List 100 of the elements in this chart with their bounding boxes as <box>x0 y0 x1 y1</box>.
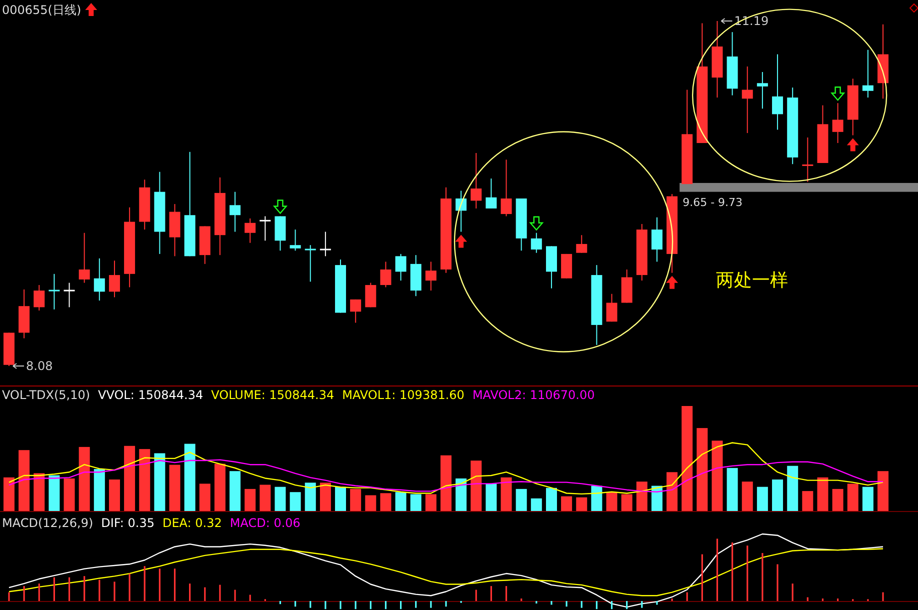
bar <box>787 466 798 511</box>
bar <box>18 450 30 511</box>
bar <box>561 496 572 511</box>
series-label: DIF: 0.35 <box>101 516 154 530</box>
candlestick <box>260 216 271 242</box>
bar <box>335 486 346 511</box>
candlestick <box>290 229 301 252</box>
bar <box>244 488 256 511</box>
candlestick <box>756 72 768 110</box>
bar <box>606 492 618 511</box>
bar <box>591 486 602 511</box>
bar <box>199 484 210 511</box>
bar <box>64 478 75 511</box>
bar <box>636 482 648 511</box>
candlestick <box>48 273 60 310</box>
bar <box>756 486 768 511</box>
bar <box>425 494 436 511</box>
bar <box>380 493 392 511</box>
bar <box>486 484 497 511</box>
bar <box>847 484 858 511</box>
candlestick <box>862 49 874 98</box>
chart-title: MACD(12,26,9) <box>2 516 94 530</box>
text: MACD: 0.06 <box>230 516 300 530</box>
bar <box>802 491 814 511</box>
bar <box>94 469 105 511</box>
bar <box>320 482 331 511</box>
candlestick <box>365 282 376 308</box>
candlestick <box>380 261 392 288</box>
candlestick <box>742 66 753 134</box>
candlestick <box>350 298 362 324</box>
bar <box>832 488 844 511</box>
bar <box>365 495 376 511</box>
bar <box>666 472 678 511</box>
bar <box>862 486 874 511</box>
bar <box>530 498 542 511</box>
bar <box>576 497 588 511</box>
candlestick <box>802 136 814 182</box>
candlestick <box>470 152 482 209</box>
bar <box>184 444 196 511</box>
candlestick <box>64 282 75 308</box>
chart-title: VOL-TDX(5,10) <box>2 388 90 402</box>
bar <box>696 428 708 511</box>
bar <box>726 468 738 511</box>
bar <box>500 477 512 511</box>
series-label: DEA: 0.32 <box>162 516 222 530</box>
annotation: 两处一样 <box>716 270 788 291</box>
bar <box>712 440 723 511</box>
text: VOLUME: 150844.34 <box>211 388 334 402</box>
text: MAVOL1: 109381.60 <box>342 388 464 402</box>
candlestick <box>34 284 45 312</box>
bar <box>154 453 166 511</box>
candlestick <box>651 216 662 262</box>
bar <box>290 492 301 511</box>
candlestick <box>94 258 105 302</box>
bar <box>214 464 226 511</box>
bar <box>108 480 120 511</box>
bar <box>260 484 271 511</box>
text: MAVOL2: 110670.00 <box>472 388 595 402</box>
bar <box>78 446 90 511</box>
chart-title: 000655(日线) <box>2 3 82 17</box>
bar <box>124 446 136 511</box>
bar <box>546 488 557 511</box>
candlestick <box>486 178 497 209</box>
candlestick <box>108 260 120 298</box>
bar <box>621 494 632 511</box>
bar <box>817 477 828 511</box>
text: VVOL: 150844.34 <box>98 388 204 402</box>
bar <box>440 455 452 511</box>
candlestick <box>304 244 316 282</box>
bar <box>772 480 784 511</box>
bar <box>878 471 888 511</box>
bar <box>274 486 286 511</box>
bar <box>4 477 14 511</box>
candlestick <box>395 253 406 282</box>
bar <box>304 482 316 511</box>
bar <box>350 488 362 511</box>
bar <box>230 471 241 511</box>
candlestick <box>244 218 256 244</box>
bar <box>456 478 467 511</box>
candlestick <box>576 234 588 254</box>
bar <box>139 449 150 511</box>
candlestick <box>78 232 90 284</box>
candlestick <box>606 293 618 322</box>
candlestick <box>425 261 436 292</box>
candlestick <box>500 159 512 217</box>
bar <box>395 492 406 511</box>
candlestick <box>832 102 844 144</box>
bar <box>516 488 527 511</box>
bar <box>34 473 45 511</box>
band-label: 9.65 - 9.73 <box>682 196 743 209</box>
bar <box>410 494 422 511</box>
candlestick <box>530 232 542 254</box>
bar <box>682 406 693 511</box>
bar <box>742 482 753 511</box>
bar <box>470 460 482 511</box>
annotation: 8.08 <box>26 359 53 373</box>
bar <box>169 464 180 511</box>
bar <box>48 475 60 511</box>
candlestick <box>320 231 331 257</box>
candlestick <box>230 191 241 232</box>
